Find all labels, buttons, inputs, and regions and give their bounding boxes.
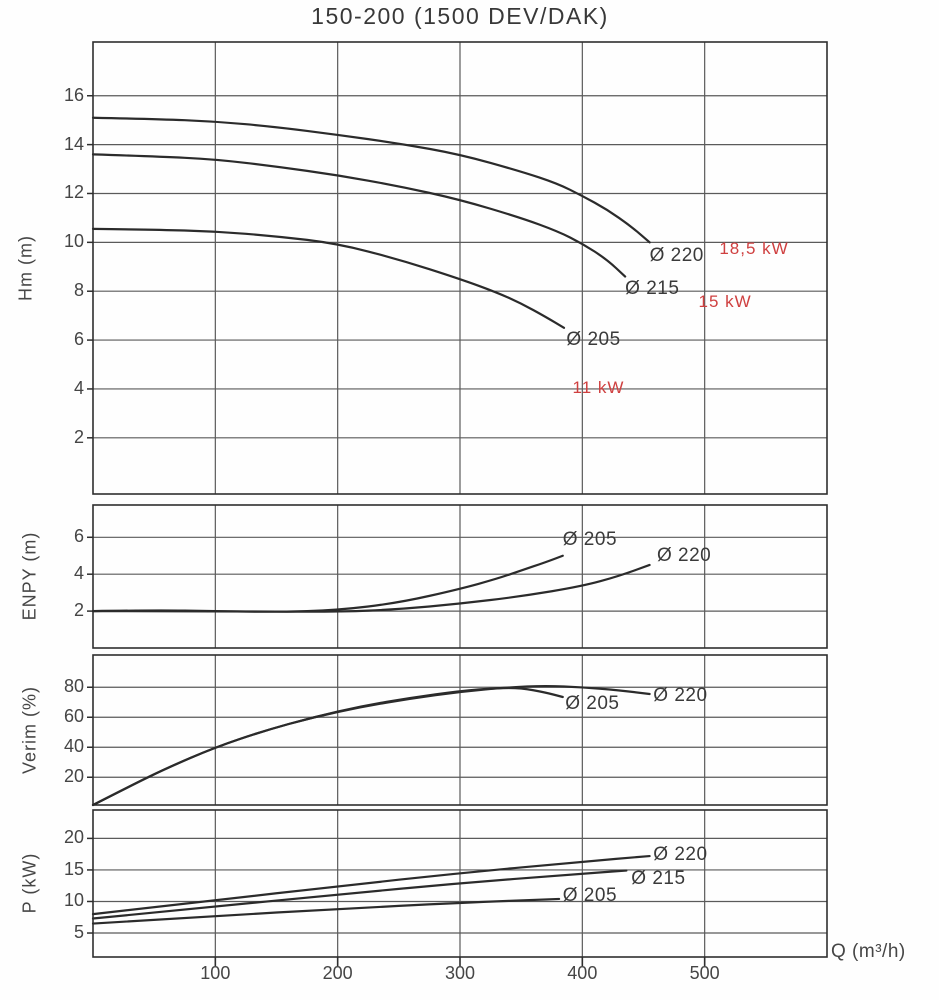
curve-hm-2 bbox=[91, 227, 566, 329]
curve-enpy-0 bbox=[91, 554, 564, 613]
curve-verim-0 bbox=[91, 686, 564, 807]
y-tick-label-hm: 16 bbox=[63, 84, 84, 105]
panel-frame bbox=[92, 504, 828, 649]
panel-enpy bbox=[87, 504, 828, 649]
x-tick-label: 300 bbox=[444, 963, 476, 983]
series-label: Ø 205 bbox=[562, 528, 618, 550]
series-label: Ø 220 bbox=[653, 843, 708, 865]
power-label: 15 kW bbox=[698, 292, 752, 312]
y-tick-label-verim: 20 bbox=[63, 766, 84, 787]
y-tick-label-enpy: 4 bbox=[73, 563, 84, 584]
y-tick-label-hm: 10 bbox=[63, 231, 84, 252]
series-label: Ø 205 bbox=[562, 884, 618, 906]
y-tick-label-hm: 8 bbox=[73, 280, 84, 301]
y-tick-label-hm: 14 bbox=[63, 133, 84, 154]
power-label: 11 kW bbox=[572, 377, 625, 397]
x-tick-label: 200 bbox=[322, 963, 353, 983]
curve-hm-0 bbox=[91, 116, 651, 244]
curve-enpy-1 bbox=[91, 563, 651, 613]
series-label: Ø 220 bbox=[649, 244, 704, 266]
series-label: Ø 205 bbox=[565, 693, 620, 715]
y-tick-label-verim: 60 bbox=[63, 706, 84, 727]
panel-frame bbox=[92, 41, 828, 495]
panel-frame bbox=[92, 654, 828, 806]
y-tick-label-verim: 80 bbox=[63, 676, 84, 697]
y-tick-label-enpy: 6 bbox=[73, 526, 84, 547]
y-tick-label-enpy: 2 bbox=[73, 600, 84, 621]
y-tick-label-p: 15 bbox=[63, 858, 84, 879]
page-title: 150-200 (1500 DEV/DAK) bbox=[311, 3, 609, 29]
y-tick-label-p: 5 bbox=[73, 922, 84, 943]
panel-verim bbox=[87, 654, 828, 807]
series-label: Ø 205 bbox=[566, 329, 621, 351]
series-label: Ø 220 bbox=[656, 544, 712, 566]
x-axis-title: Q (m³/h) bbox=[831, 941, 906, 962]
y-tick-label-p: 10 bbox=[63, 890, 84, 911]
y-tick-label-hm: 12 bbox=[63, 182, 84, 203]
curve-p-2 bbox=[91, 897, 561, 925]
y-tick-label-p: 20 bbox=[63, 827, 84, 848]
y-axis-title-verim: Verim (%) bbox=[19, 685, 40, 775]
y-axis-title-hm: Hm (m) bbox=[15, 235, 36, 301]
x-tick-label: 500 bbox=[689, 963, 720, 983]
power-label: 18,5 kW bbox=[719, 238, 789, 258]
y-tick-label-hm: 6 bbox=[73, 329, 84, 350]
curve-p-1 bbox=[91, 869, 628, 920]
y-tick-label-hm: 2 bbox=[73, 426, 84, 447]
series-label: Ø 215 bbox=[631, 867, 686, 889]
y-tick-label-hm: 4 bbox=[73, 377, 84, 398]
series-label: Ø 220 bbox=[653, 684, 708, 706]
panel-p bbox=[87, 809, 828, 958]
curve-p-0 bbox=[91, 854, 651, 916]
x-tick-label: 100 bbox=[200, 963, 231, 983]
curve-verim-1 bbox=[91, 685, 651, 807]
panel-hm bbox=[87, 41, 828, 495]
x-tick-label: 400 bbox=[567, 963, 598, 983]
series-label: Ø 215 bbox=[625, 277, 680, 299]
curve-hm-1 bbox=[91, 153, 627, 278]
y-tick-label-verim: 40 bbox=[63, 736, 84, 757]
